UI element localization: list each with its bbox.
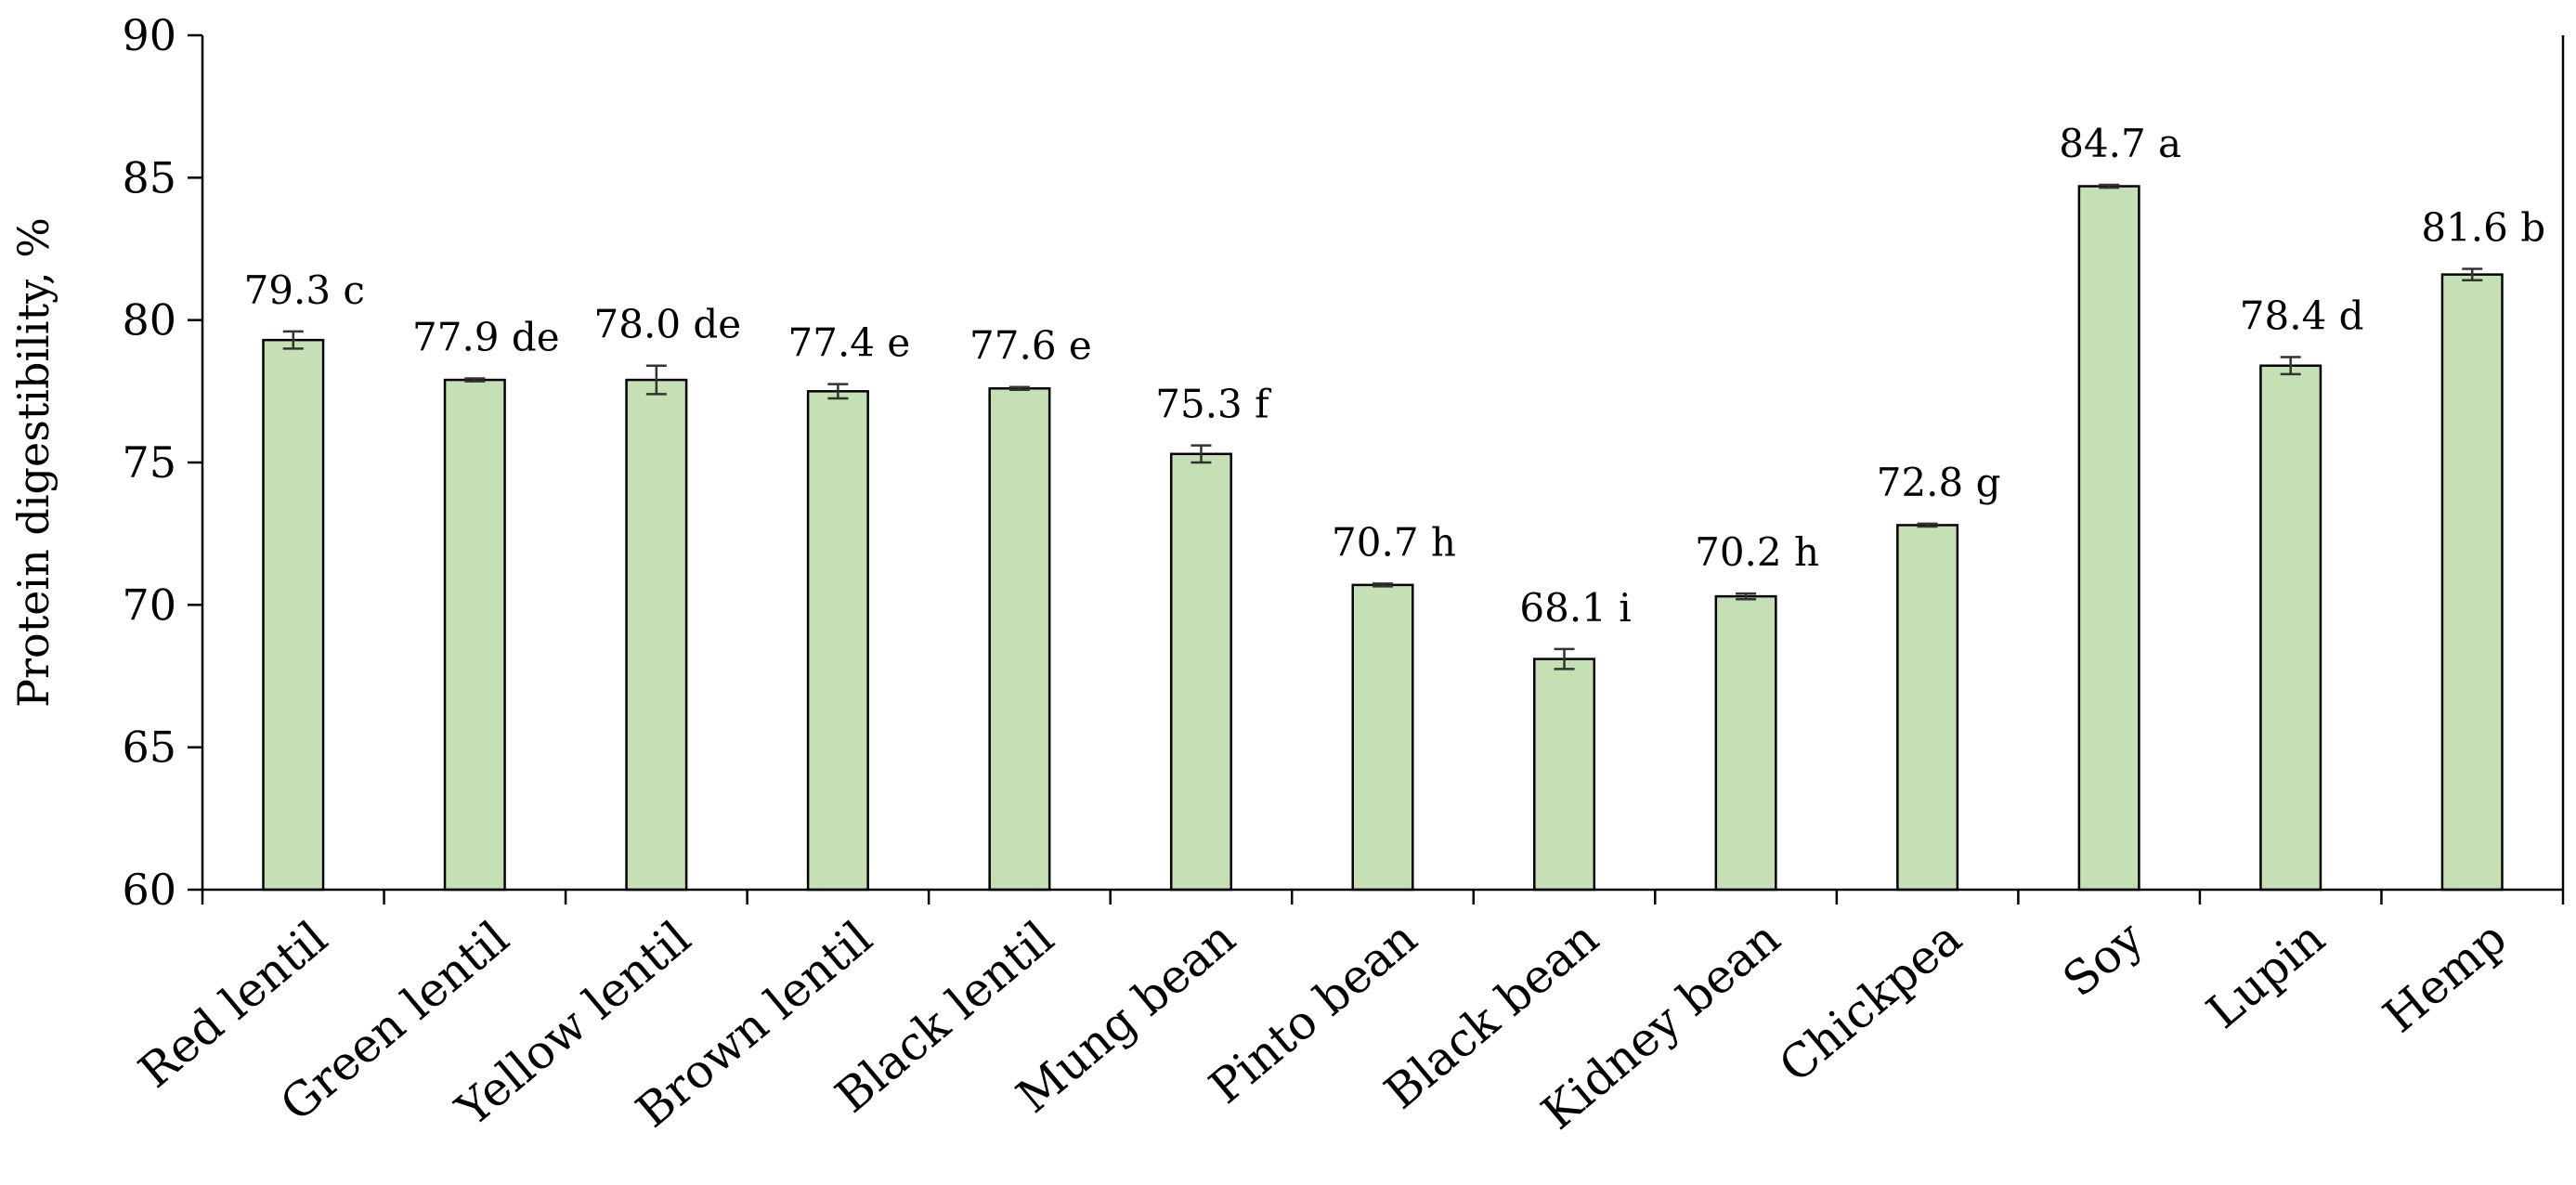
data-label: 68.1 i — [1519, 585, 1631, 631]
data-label: 81.6 b — [2421, 204, 2545, 250]
data-label: 84.7 a — [2059, 121, 2181, 166]
bar — [1896, 524, 1959, 892]
y-tick-label: 65 — [122, 723, 176, 773]
error-bar — [1554, 647, 1575, 671]
data-labels-layer: 79.3 c 77.9 de 78.0 de 77.4 e 77.6 e 75.3 f 70… — [244, 121, 2546, 631]
error-bar — [1736, 592, 1757, 601]
bar — [625, 378, 688, 892]
bar — [1169, 452, 1232, 892]
error-bar — [282, 330, 304, 350]
error-bar — [1917, 522, 1938, 528]
bar — [806, 390, 869, 892]
bar — [2259, 364, 2322, 892]
error-bar — [1373, 582, 1393, 588]
y-tick-label: 80 — [122, 295, 176, 345]
bar — [2440, 273, 2504, 892]
bar — [988, 387, 1051, 892]
error-bar — [645, 364, 667, 396]
bar — [262, 338, 325, 892]
error-bar — [464, 377, 486, 383]
bar — [1533, 658, 1596, 892]
y-ticks-layer: 60 65 70 75 80 85 90 — [122, 10, 202, 915]
x-category-label: Soy — [2053, 910, 2154, 1007]
error-bar — [2099, 183, 2120, 189]
data-label: 77.6 e — [969, 323, 1092, 369]
bar — [1714, 594, 1777, 892]
y-tick-label: 70 — [122, 579, 176, 630]
x-category-label: Hemp — [2374, 911, 2517, 1044]
error-bar — [1190, 444, 1212, 464]
data-label: 72.8 g — [1877, 460, 2001, 505]
bars-layer — [262, 185, 2504, 892]
y-tick-label: 75 — [122, 437, 176, 488]
y-axis-title: Protein digestibility, % — [8, 217, 59, 708]
data-label: 78.4 d — [2240, 293, 2364, 339]
bar — [2077, 185, 2140, 892]
data-label: 77.9 de — [412, 315, 560, 360]
data-label: 77.4 e — [788, 320, 911, 366]
data-label: 70.2 h — [1695, 529, 1819, 575]
x-category-label: Lupin — [2197, 911, 2335, 1039]
x-category-label: Chickpea — [1769, 911, 1971, 1093]
y-tick-label: 85 — [122, 152, 176, 202]
error-bar — [2462, 267, 2483, 281]
data-label: 75.3 f — [1155, 382, 1272, 427]
y-tick-label: 60 — [122, 865, 176, 915]
y-tick-label: 90 — [122, 10, 176, 60]
data-label: 79.3 c — [244, 267, 365, 313]
error-bars-layer — [282, 183, 2483, 671]
error-bar — [1008, 385, 1030, 392]
error-bar — [2280, 356, 2301, 376]
error-bar — [827, 383, 849, 400]
data-label: 78.0 de — [594, 302, 742, 347]
bar — [443, 378, 506, 892]
bar — [1351, 583, 1414, 892]
data-label: 70.7 h — [1332, 519, 1456, 565]
